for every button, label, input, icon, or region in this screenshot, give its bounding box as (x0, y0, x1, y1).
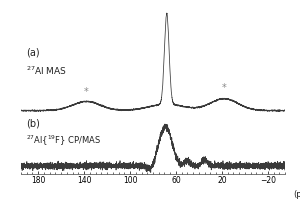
Text: (a): (a) (26, 48, 40, 58)
Text: (ppm): (ppm) (293, 190, 300, 199)
Text: $^{27}$Al MAS: $^{27}$Al MAS (26, 64, 67, 77)
Text: (b): (b) (26, 119, 40, 129)
Text: *: * (222, 84, 226, 94)
Text: *: * (84, 87, 89, 97)
Text: $^{27}$Al{$^{19}$F} CP/MAS: $^{27}$Al{$^{19}$F} CP/MAS (26, 134, 101, 148)
